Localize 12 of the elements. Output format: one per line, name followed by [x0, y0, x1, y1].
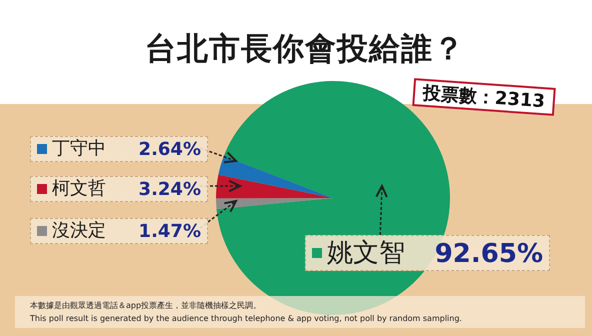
data-label: 2.64%: [138, 138, 201, 161]
chart-title: 台北市長你會投給誰？: [145, 30, 465, 69]
text: 本數據是由觀眾透過電話＆app投票產生，並非隨機抽樣之民調。: [30, 300, 262, 312]
legend-label: 柯文哲: [51, 177, 106, 201]
text: This poll result is generated by the audience through telephone & app voting, not poll by random sampling.: [30, 313, 463, 325]
legend-label: 姚文智: [326, 237, 405, 270]
data-label: 3.24%: [138, 178, 201, 201]
data-label: 1.47%: [138, 220, 201, 243]
legend-label: 沒決定: [51, 219, 106, 243]
data-label: 92.65%: [434, 238, 543, 270]
text: 投票數：2313: [412, 78, 556, 116]
legend-label: 丁守中: [51, 137, 106, 161]
